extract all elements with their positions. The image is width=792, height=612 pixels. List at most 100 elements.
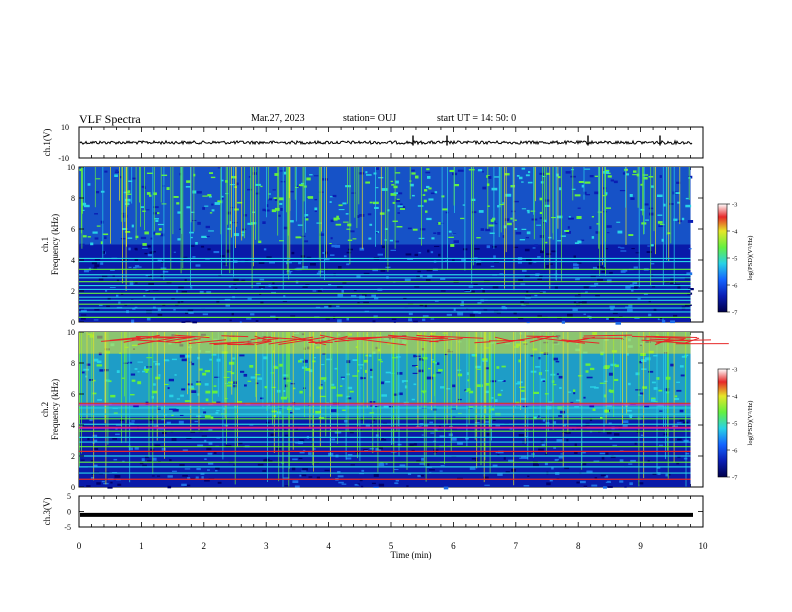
spec-speckle: [378, 359, 382, 361]
spec-speckle: [82, 235, 87, 238]
spec-speckle: [324, 469, 330, 472]
spec-speckle: [234, 208, 239, 211]
spec-speckle: [575, 278, 580, 281]
spec-speckle: [328, 284, 332, 286]
spec-speckle: [458, 398, 462, 401]
spec-speckle: [146, 192, 151, 195]
spec-speckle: [372, 320, 376, 323]
spec-speckle: [83, 368, 89, 371]
spec-speckle: [359, 478, 363, 482]
spec-speckle: [237, 201, 243, 204]
spec-speckle: [151, 475, 155, 477]
spec-speckle: [317, 290, 322, 292]
spec-speckle: [441, 195, 445, 198]
spec-speckle: [81, 202, 87, 206]
spec-speckle: [363, 449, 368, 451]
spec-speckle: [314, 210, 317, 212]
spec-speckle: [189, 231, 194, 234]
spec-speckle: [330, 383, 335, 386]
spec-speckle: [565, 171, 571, 174]
spec-speckle: [294, 485, 300, 488]
spec-speckle: [266, 256, 272, 259]
spec-speckle: [422, 318, 426, 322]
colorbar-tick-label: -6: [732, 283, 738, 290]
spec-speckle: [284, 434, 289, 437]
spec-speckle: [590, 367, 595, 371]
spec-speckle: [411, 398, 415, 401]
spec-speckle: [574, 295, 581, 298]
spec-speckle: [100, 262, 104, 265]
spec-speckle: [177, 238, 181, 241]
spec-speckle: [233, 464, 236, 466]
spec-speckle: [282, 374, 289, 377]
spec-speckle: [387, 209, 390, 212]
spec-speckle: [411, 169, 415, 172]
spec-speckle: [163, 359, 169, 361]
spec-speckle: [356, 275, 361, 278]
spec-speckle: [255, 183, 261, 186]
spec-speckle: [328, 305, 332, 308]
spec-speckle: [161, 261, 165, 263]
spec-speckle: [625, 285, 631, 289]
y-tick-label: 8: [71, 194, 75, 203]
spec-speckle: [264, 209, 270, 212]
spec-speckle: [381, 245, 385, 249]
spec-speckle: [508, 459, 514, 463]
spec-speckle: [492, 285, 499, 289]
spec-speckle: [484, 484, 490, 486]
spec-speckle: [504, 173, 510, 176]
spec-speckle: [109, 287, 116, 288]
spec-speckle: [337, 475, 344, 478]
spec-speckle: [466, 388, 471, 392]
spec-speckle: [385, 463, 388, 465]
spec-speckle: [247, 298, 252, 300]
spec-speckle: [93, 448, 99, 450]
spec-speckle: [583, 485, 588, 488]
spec-speckle: [350, 295, 357, 297]
spec-speckle: [622, 420, 629, 423]
spec-red-streak: [529, 335, 554, 343]
spec-speckle: [96, 225, 101, 227]
spec-speckle: [467, 379, 470, 382]
spec-speckle: [607, 486, 613, 488]
spec-speckle: [522, 269, 527, 272]
spec-speckle: [610, 179, 614, 182]
spec-speckle: [182, 449, 188, 452]
spec-speckle: [632, 281, 638, 285]
spec-speckle: [133, 404, 139, 408]
ch1-ylabel: ch.1(V): [42, 129, 52, 157]
spec-speckle: [565, 230, 570, 232]
spec-speckle: [142, 247, 148, 249]
spec-speckle: [195, 242, 198, 245]
spec-speckle: [340, 376, 345, 378]
spec-speckle: [609, 317, 615, 320]
spec-speckle: [346, 317, 349, 321]
spec-speckle: [237, 401, 243, 404]
spec-speckle: [233, 278, 239, 282]
spec-speckle: [557, 460, 564, 462]
spec-speckle: [431, 359, 434, 361]
spec-speckle: [94, 439, 98, 442]
spec-speckle: [651, 381, 656, 384]
spec-speckle: [91, 262, 97, 265]
spec-speckle: [426, 376, 433, 380]
spec-speckle: [425, 171, 431, 174]
spec-speckle: [128, 266, 132, 268]
spec-speckle: [297, 186, 301, 188]
spec-speckle: [81, 209, 85, 211]
spec-speckle: [566, 438, 569, 442]
spec-speckle: [503, 457, 506, 460]
spec-speckle: [89, 379, 94, 381]
spec-speckle: [573, 392, 576, 395]
spec-speckle: [428, 198, 434, 201]
spec-speckle: [186, 206, 191, 209]
spec-speckle: [520, 301, 525, 304]
spec-speckle: [453, 308, 456, 311]
spec-speckle: [162, 303, 166, 306]
spec-speckle: [303, 359, 308, 363]
spec-speckle: [127, 190, 131, 193]
spec-speckle: [228, 285, 231, 288]
spec-speckle: [542, 418, 546, 422]
x-tick-label: 8: [576, 541, 581, 551]
spec-speckle: [397, 212, 400, 214]
